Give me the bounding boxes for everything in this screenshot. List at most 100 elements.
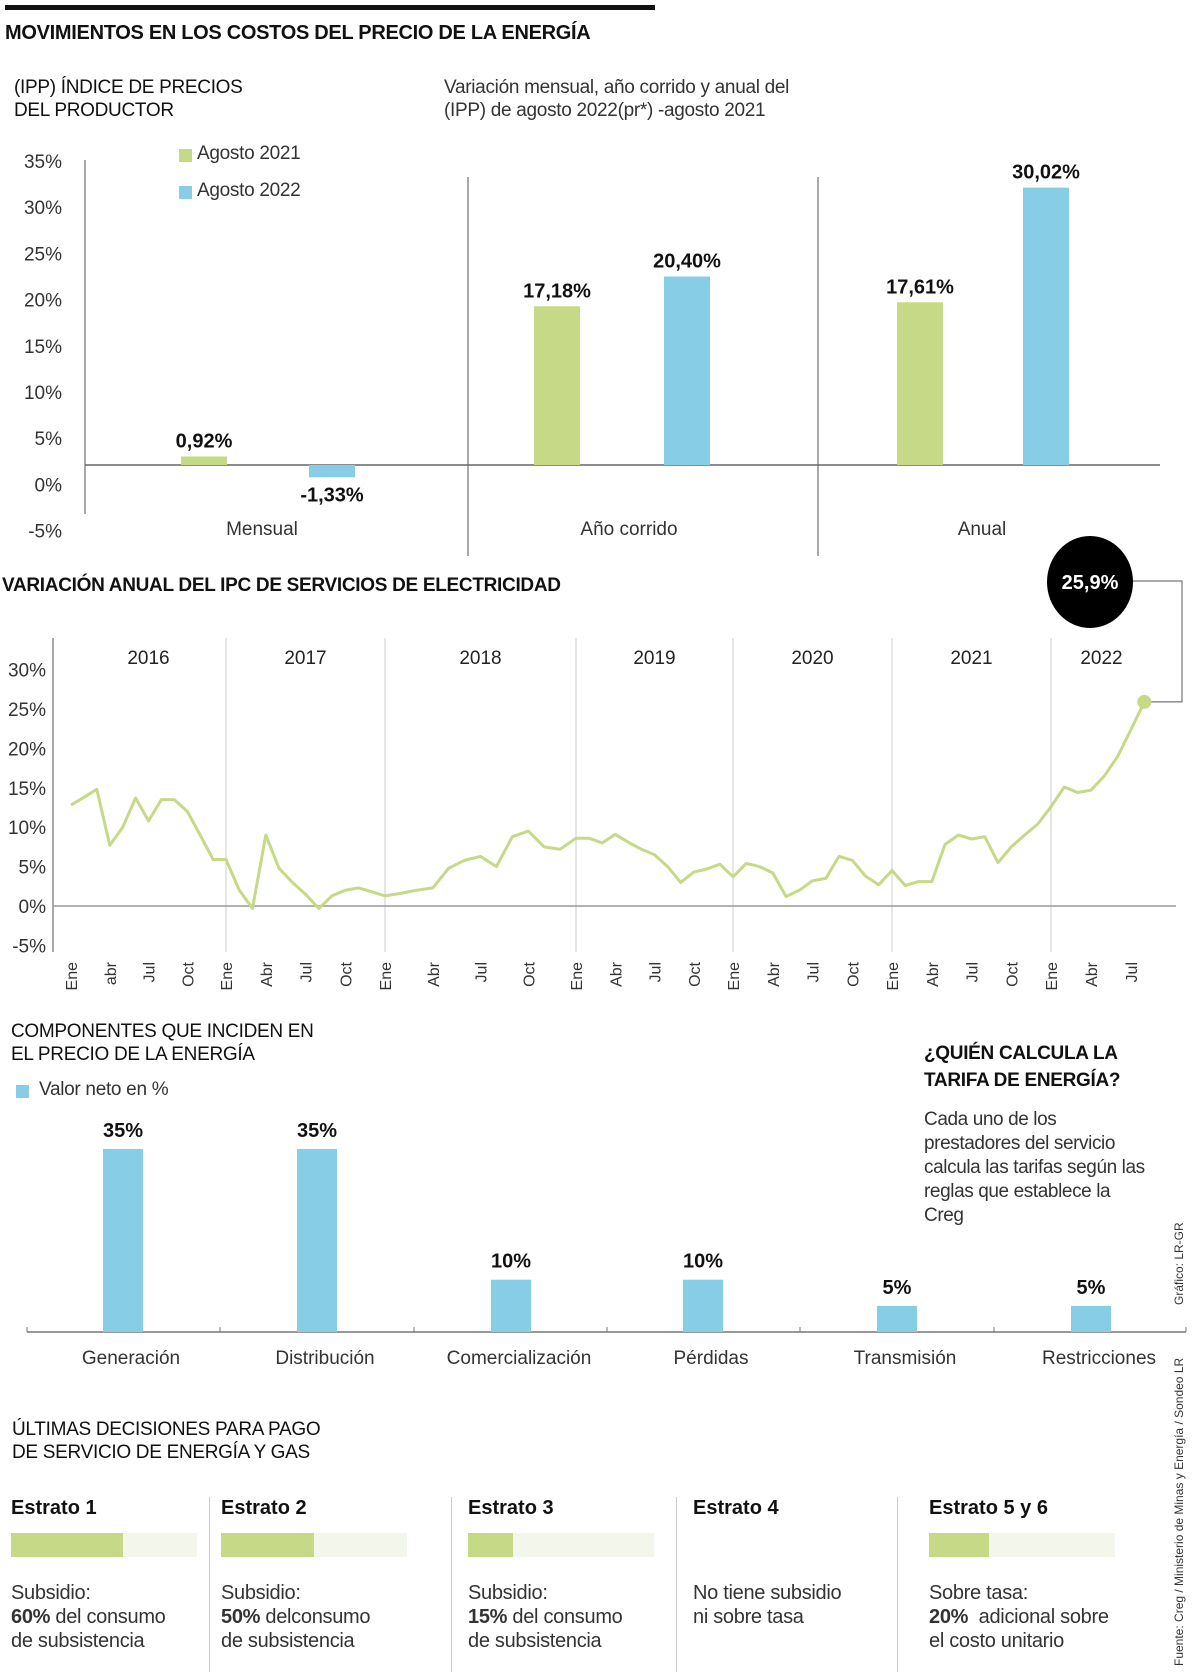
- credit-grafico: Gráfico: LR-GR: [1172, 1222, 1186, 1305]
- estrato-bar: [11, 1533, 197, 1557]
- y-tick-label: 5%: [19, 858, 47, 879]
- y-tick-label: 25%: [24, 244, 62, 265]
- month-tick-label: Ene: [1044, 962, 1061, 991]
- ipp-title-line1: (IPP) ÍNDICE DE PRECIOS: [14, 77, 243, 98]
- y-tick-label: 0%: [19, 897, 47, 918]
- category-label: Generación: [82, 1348, 180, 1369]
- month-tick-label: Jul: [965, 962, 982, 982]
- credit-fuente: Fuente: Creg / Ministerio de Minas y Ene…: [1172, 1357, 1186, 1666]
- desc-line1: No tiene subsidio: [693, 1582, 842, 1604]
- callout-connector: [1132, 580, 1183, 703]
- y-tick-label: 5%: [35, 429, 63, 450]
- column-divider: [209, 1497, 210, 1672]
- y-tick-label: 25%: [8, 700, 46, 721]
- estrato-name: Estrato 4: [693, 1497, 779, 1519]
- component-bar: [1071, 1305, 1111, 1332]
- component-bar: [103, 1148, 143, 1332]
- quien-body: Cada uno de los prestadores del servicio…: [924, 1109, 1145, 1226]
- ipc-chart-title: VARIACIÓN ANUAL DEL IPC DE SERVICIOS DE …: [2, 575, 561, 596]
- category-label: Anual: [958, 519, 1007, 540]
- year-label: 2021: [950, 648, 992, 669]
- components-title: COMPONENTES QUE INCIDEN EN EL PRECIO DE L…: [11, 1020, 314, 1066]
- desc-line1: Subsidio:: [221, 1582, 301, 1604]
- estrato-bar-fill: [929, 1533, 989, 1557]
- year-label: 2018: [459, 648, 501, 669]
- bar-0-2: [897, 302, 943, 465]
- estrato-card: Estrato 5 y 6 Sobre tasa: 20% adicional so…: [929, 1497, 1115, 1652]
- desc-percent: 60%: [11, 1606, 51, 1628]
- decisiones-title-line2: DE SERVICIO DE ENERGÍA Y GAS: [12, 1442, 310, 1463]
- category-label: Distribución: [275, 1348, 374, 1369]
- y-tick-label: 35%: [24, 152, 62, 173]
- month-tick-label: Jul: [648, 962, 665, 982]
- month-tick-label: Jul: [474, 962, 491, 982]
- bar-value-label: 17,61%: [886, 276, 954, 298]
- ipp-title-line2: DEL PRODUCTOR: [14, 100, 174, 121]
- month-tick-label: Ene: [885, 962, 902, 991]
- component-bar: [683, 1279, 723, 1332]
- month-tick-label: abr: [103, 961, 120, 985]
- bar-0-1: [534, 306, 580, 465]
- column-divider: [451, 1497, 452, 1672]
- page-title: MOVIMIENTOS EN LOS COSTOS DEL PRECIO DE …: [5, 22, 591, 44]
- bar-value-label: 30,02%: [1012, 162, 1080, 184]
- legend-swatch-2021: [179, 149, 192, 162]
- month-tick-label: Ene: [64, 962, 81, 991]
- desc-line1: Sobre tasa:: [929, 1582, 1028, 1604]
- legend-label-2021: Agosto 2021: [197, 143, 301, 164]
- estrato-description: Sobre tasa: 20% adicional sobre el costo u…: [929, 1581, 1149, 1653]
- estrato-bar: [468, 1533, 654, 1557]
- month-tick-label: Jul: [1124, 962, 1141, 982]
- year-label: 2017: [284, 648, 326, 669]
- callout-label: 25,9%: [1062, 572, 1119, 594]
- column-divider: [676, 1497, 677, 1672]
- month-tick-label: Oct: [687, 961, 704, 986]
- y-tick-label: 30%: [8, 661, 46, 682]
- bar-value-label: 20,40%: [653, 251, 721, 273]
- y-tick-label: 15%: [24, 337, 62, 358]
- category-label: Restricciones: [1042, 1348, 1156, 1369]
- component-bar: [877, 1305, 917, 1332]
- top-rule: [5, 5, 655, 10]
- bar-value-label: 35%: [297, 1120, 337, 1142]
- month-tick-label: Ene: [378, 962, 395, 991]
- y-tick-label: 20%: [24, 291, 62, 312]
- y-tick-label: 30%: [24, 198, 62, 219]
- ipc-line: [70, 701, 1146, 910]
- desc-line3: de subsistencia: [468, 1630, 602, 1652]
- category-label: Pérdidas: [674, 1348, 749, 1369]
- estrato-name: Estrato 1: [11, 1497, 97, 1519]
- desc-line2: delconsumo: [260, 1606, 371, 1628]
- quien-title-line2: TARIFA DE ENERGÍA?: [924, 1070, 1121, 1091]
- desc-percent: 15%: [468, 1606, 508, 1628]
- y-tick-label: -5%: [12, 936, 46, 957]
- month-tick-label: Abr: [766, 961, 783, 987]
- quien-title-line1: ¿QUIÉN CALCULA LA: [924, 1043, 1118, 1064]
- month-tick-label: Ene: [219, 962, 236, 991]
- category-label: Transmisión: [854, 1348, 957, 1369]
- ipp-subtitle-line2: (IPP) de agosto 2022(pr*) -agosto 2021: [444, 100, 766, 121]
- estrato-description: No tiene subsidio ni sobre tasa: [693, 1581, 913, 1629]
- quien-title: ¿QUIÉN CALCULA LA TARIFA DE ENERGÍA?: [924, 1040, 1121, 1094]
- legend-label-2022: Agosto 2022: [197, 180, 301, 201]
- month-tick-label: Abr: [1084, 961, 1101, 987]
- y-tick-label: 0%: [35, 475, 63, 496]
- desc-line3: de subsistencia: [11, 1630, 145, 1652]
- month-tick-label: Oct: [1004, 961, 1021, 986]
- y-tick-label: 20%: [8, 739, 46, 760]
- estrato-bar-fill: [221, 1533, 314, 1557]
- desc-percent: 20%: [929, 1606, 969, 1628]
- estrato-card: Estrato 2 Subsidio: 50% delconsumo de subsi…: [221, 1497, 407, 1652]
- month-tick-label: Oct: [338, 961, 355, 986]
- month-tick-label: Oct: [521, 961, 538, 986]
- estrato-name: Estrato 3: [468, 1497, 554, 1519]
- estrato-description: Subsidio: 15% del consumo de subsistencia: [468, 1581, 688, 1653]
- desc-line2: adicional sobre: [968, 1606, 1109, 1628]
- decisiones-title-line1: ÚLTIMAS DECISIONES PARA PAGO: [12, 1419, 321, 1440]
- desc-line3: de subsistencia: [221, 1630, 355, 1652]
- month-tick-label: Jul: [806, 962, 823, 982]
- year-label: 2016: [127, 648, 169, 669]
- estrato-card: Estrato 1 Subsidio: 60% del consumo de subs…: [11, 1497, 197, 1652]
